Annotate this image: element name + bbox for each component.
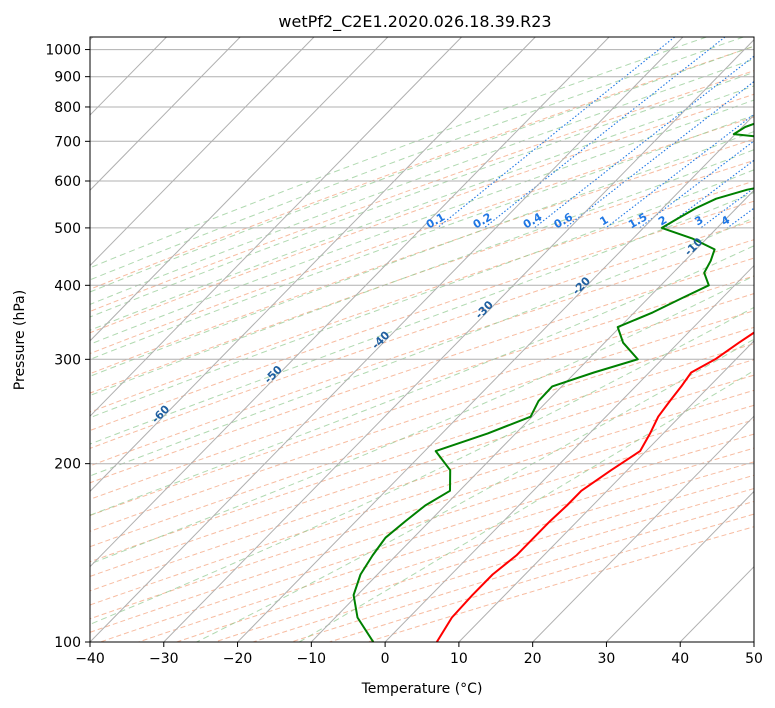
moist-adiabat-line (90, 71, 754, 318)
dry-adiabat-line (291, 500, 754, 642)
mixing-ratio-label: 6 (758, 213, 771, 228)
isotherm-line (90, 37, 462, 417)
x-tick-label: −40 (75, 651, 105, 667)
x-tick-label: 50 (745, 651, 763, 667)
axes: −40 −30 −20 −10 0 10 20 30 40 50 100 200 300 400 500 60… (45, 43, 763, 667)
moist-adiabat-line (90, 58, 754, 305)
isotherm-line (458, 340, 754, 642)
y-tick-label: 200 (54, 457, 81, 473)
isotherm-label: -60 (149, 402, 172, 425)
isotherm-label: -70 (23, 456, 46, 479)
x-axis-label: Temperature (°C) (361, 681, 483, 697)
y-tick-label: 500 (54, 221, 81, 237)
x-tick-label: −20 (223, 651, 253, 667)
temperature-profile-line (435, 331, 754, 642)
dry-adiabat-line (90, 220, 754, 449)
dewpoint-profile-line (352, 122, 754, 642)
x-tick-label: 30 (598, 651, 616, 667)
dry-adiabat-line (329, 513, 754, 642)
isotherm-label: -30 (473, 298, 496, 321)
plot-frame (89, 36, 755, 643)
y-tick-label: 1000 (45, 43, 81, 59)
moist-adiabat-line (90, 306, 754, 625)
dry-adiabat-line (90, 200, 754, 432)
isotherm-line (237, 114, 754, 642)
y-tick-label: 900 (54, 70, 81, 86)
y-tick-label: 100 (54, 635, 81, 651)
dry-adiabat-line (90, 45, 754, 290)
moist-adiabat-line (90, 275, 754, 565)
y-tick-label: 800 (54, 100, 81, 116)
isoline-labels: 0.10.20.40.611.52346810131620253036-100-… (23, 210, 771, 479)
x-tick-label: 20 (524, 651, 542, 667)
data-series (352, 122, 754, 642)
isotherm-line (606, 490, 754, 642)
x-tick-label: −10 (297, 651, 327, 667)
isotherm-line (384, 264, 754, 642)
dry-adiabat-line (90, 374, 754, 592)
dry-adiabat-line (90, 239, 754, 467)
isotherm-label: -20 (570, 274, 593, 297)
y-tick-label: 700 (54, 134, 81, 150)
dry-adiabat-line (90, 343, 754, 563)
isotherm-line (90, 37, 684, 642)
mixing-ratio-line (564, 80, 754, 229)
dry-adiabat-line (176, 461, 754, 642)
moist-adiabat-line (90, 245, 754, 516)
dry-adiabat-line (90, 359, 754, 577)
y-tick-label: 600 (54, 174, 81, 190)
mixing-ratio-line (483, 37, 726, 229)
isotherm-line (90, 37, 241, 191)
dry-adiabat-line (252, 487, 754, 642)
moist-adiabat-line (90, 149, 754, 397)
mixing-ratio-line (664, 159, 754, 229)
isotherm-line (90, 37, 389, 342)
dry-adiabat-line (90, 326, 754, 548)
dry-adiabat-line (100, 433, 754, 642)
x-tick-label: 40 (671, 651, 689, 667)
mixing-ratio-line (605, 113, 754, 229)
moist-adiabat-line (90, 45, 754, 293)
isotherm-line (532, 415, 754, 642)
moist-adiabat-line (90, 114, 754, 361)
moist-adiabat-line (196, 338, 754, 642)
moist-adiabat-line (90, 131, 754, 377)
y-tick-label: 400 (54, 278, 81, 294)
isotherm-line (310, 189, 754, 642)
dry-adiabat-line (90, 70, 754, 312)
dry-adiabat-line (138, 447, 754, 642)
moist-adiabat-line (90, 37, 744, 281)
x-tick-label: −30 (149, 651, 179, 667)
x-tick-label: 0 (381, 651, 390, 667)
mixing-ratio-line (766, 37, 775, 228)
dry-adiabat-line (90, 159, 754, 394)
moist-adiabat-line (90, 37, 707, 269)
mixing-ratio-label: 1 (597, 213, 610, 228)
dry-adiabat-line (90, 257, 754, 484)
x-tick-label: 10 (450, 651, 468, 667)
dry-adiabat-line (90, 93, 754, 334)
isotherm-line (90, 37, 610, 568)
isotherm-label: -40 (369, 328, 392, 351)
moist-adiabat-line (90, 191, 754, 445)
dry-adiabat-line (90, 116, 754, 355)
isotherm-line (753, 641, 754, 642)
isotherm-line (90, 37, 536, 493)
y-axis-label: Pressure (hPa) (12, 290, 28, 390)
background-lines (90, 37, 775, 642)
y-tick-label: 300 (54, 352, 81, 368)
chart-title: wetPf2_C2E1.2020.026.18.39.R23 (278, 12, 551, 32)
dry-adiabat-line (214, 474, 754, 642)
isotherm-line (679, 565, 754, 642)
mixing-ratio-label: 3 (692, 213, 705, 228)
isotherm-line (163, 39, 754, 642)
isotherm-line (90, 37, 315, 267)
dry-adiabat-line (90, 389, 754, 606)
isotherm-label: -10 (682, 235, 705, 258)
